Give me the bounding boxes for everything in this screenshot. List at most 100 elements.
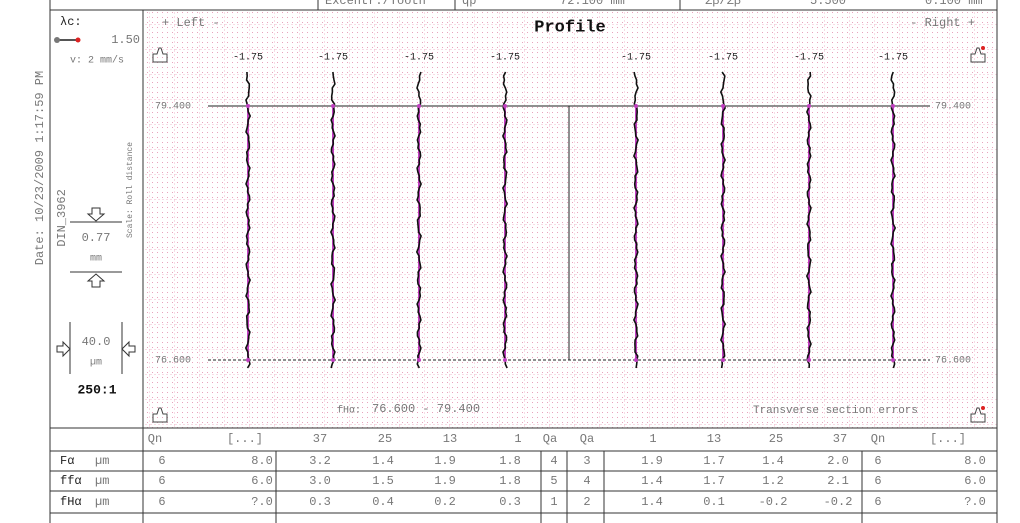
table-header-cell: Qn — [871, 432, 885, 446]
measured-profile — [719, 71, 727, 369]
table-cell: 6.0 — [251, 474, 273, 488]
corner-dot — [981, 46, 985, 50]
range: 76.600 - 79.400 — [372, 402, 480, 416]
table-cell: 1.4 — [641, 495, 663, 509]
table-header-cell: 13 — [707, 432, 721, 446]
row-unit: µm — [95, 454, 109, 468]
table-cell: 8.0 — [251, 454, 273, 468]
profile-end — [807, 104, 811, 108]
table-cell: 6 — [874, 454, 881, 468]
table-header-cell: 1 — [514, 432, 521, 446]
header-cell: 0.100 mm — [925, 0, 983, 8]
frame — [49, 0, 998, 523]
table-header-cell: Qn — [148, 432, 162, 446]
table-cell: 2.0 — [827, 454, 849, 468]
tooth-label: -1.75 — [621, 53, 651, 64]
table-cell: 6 — [874, 495, 881, 509]
table-cell: 5 — [550, 474, 557, 488]
header-cell: qp — [462, 0, 476, 8]
table-header-cell: [...] — [930, 432, 966, 446]
profile-end — [417, 358, 421, 362]
left-label: + Left - — [162, 16, 220, 30]
upper-limit-right: 79.400 — [935, 102, 971, 113]
row-unit: µm — [95, 474, 109, 488]
note: Transverse section errors — [753, 405, 918, 417]
profile-end — [721, 358, 725, 362]
table-cell: 2.1 — [827, 474, 849, 488]
header-cell: 5.500 — [810, 0, 846, 8]
table-cell: 3.2 — [309, 454, 331, 468]
vertical-unit: mm — [90, 254, 102, 265]
table-cell: 1.4 — [641, 474, 663, 488]
table-cell: 1.9 — [434, 454, 456, 468]
measured-profile — [633, 71, 639, 369]
tooth-label: -1.75 — [878, 53, 908, 64]
table-cell: 0.1 — [703, 495, 725, 509]
chart-grid — [143, 10, 997, 428]
table-cell: 1.7 — [703, 454, 725, 468]
probe-icon — [54, 37, 81, 43]
traces: -1.75 -1.75 -1.75 -1.75 -1.75 -1.75 -1.75 -1.75 — [208, 53, 930, 369]
table-cell: 1.9 — [641, 454, 663, 468]
standard: DIN_3962 — [55, 189, 69, 247]
profile-end — [331, 104, 335, 108]
table-cell: -0.2 — [824, 495, 853, 509]
tooth-label: -1.75 — [794, 53, 824, 64]
chart-title: Profile — [534, 18, 605, 37]
table-cell: 2 — [583, 495, 590, 509]
corner-dot — [981, 406, 985, 410]
table-cell: 1.5 — [372, 474, 394, 488]
table-cell: 1.7 — [703, 474, 725, 488]
date: Date: 10/23/2009 1:17:59 PM — [33, 71, 47, 265]
table-cell: 0.2 — [434, 495, 456, 509]
corner-icons — [152, 47, 986, 423]
header-cell: 72.100 mm — [560, 0, 625, 8]
table-header-cell: Qa — [543, 432, 557, 446]
table-cell: ?.0 — [964, 495, 986, 509]
profile-end — [503, 104, 507, 108]
table-cell: 1.4 — [372, 454, 394, 468]
profile-end — [246, 358, 250, 362]
speed: v: 2 mm/s — [70, 55, 124, 67]
table-cell: 0.3 — [499, 495, 521, 509]
table-header-cell: 25 — [378, 432, 392, 446]
tooth-label: -1.75 — [233, 53, 263, 64]
table-cell: 1.4 — [762, 454, 784, 468]
table-cell: 6 — [158, 495, 165, 509]
header-cell: Σβ/Σβ — [705, 0, 741, 8]
row-label: fHα — [60, 495, 82, 509]
tooth-label: -1.75 — [708, 53, 738, 64]
table-header-cell: 13 — [443, 432, 457, 446]
profile-end — [721, 104, 725, 108]
table: Qn [...] 37 25 13 1 Qa Qa 1 13 25 37 Qn [...]Fα µm 6 8.0… — [60, 432, 986, 509]
profile-end — [417, 104, 421, 108]
tooth-label: -1.75 — [318, 53, 348, 64]
table-cell: 1.8 — [499, 474, 521, 488]
table-cell: 1.8 — [499, 454, 521, 468]
lambda-label: λc: — [60, 15, 82, 29]
scale-note: Scale: Roll distance — [126, 142, 135, 238]
tooth-label: -1.75 — [490, 53, 520, 64]
measured-profile — [330, 71, 337, 369]
profile-end — [891, 358, 895, 362]
right-label: - Right + — [910, 16, 975, 30]
measured-profile — [244, 71, 252, 369]
lower-limit-left: 76.600 — [155, 356, 191, 367]
profile-end — [246, 104, 250, 108]
table-cell: 6.0 — [964, 474, 986, 488]
measured-profile — [805, 71, 812, 369]
table-header-cell: 25 — [769, 432, 783, 446]
measured-profile — [415, 71, 422, 369]
row-label: ffα — [60, 474, 82, 488]
table-cell: 3.0 — [309, 474, 331, 488]
table-header-cell: 37 — [833, 432, 847, 446]
row-label: Fα — [60, 454, 74, 468]
table-cell: 1.2 — [762, 474, 784, 488]
table-header-cell: 37 — [313, 432, 327, 446]
table-cell: 6 — [158, 474, 165, 488]
range-label: fHα: — [337, 405, 361, 417]
profile-end — [891, 104, 895, 108]
lower-limit-right: 76.600 — [935, 356, 971, 367]
profile-end — [634, 358, 638, 362]
